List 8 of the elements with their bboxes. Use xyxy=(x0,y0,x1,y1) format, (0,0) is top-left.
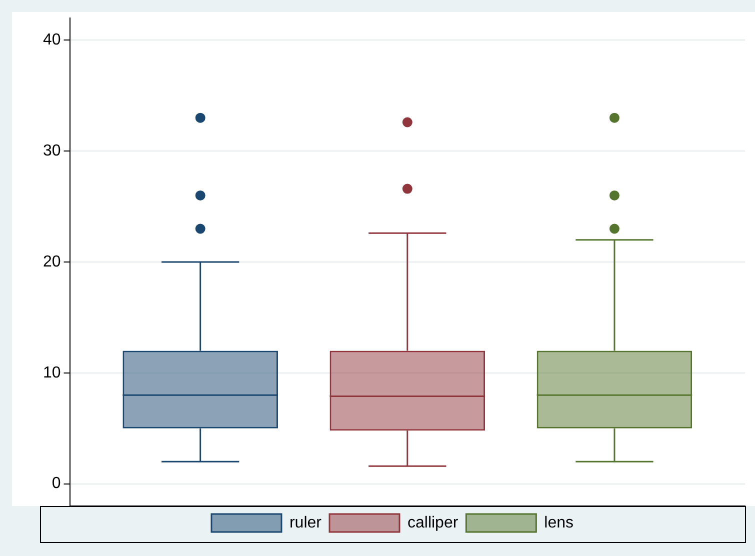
legend-label: lens xyxy=(544,514,574,532)
y-tick-label: 40 xyxy=(43,32,61,49)
y-tick-label: 0 xyxy=(52,475,61,492)
y-tick-label: 30 xyxy=(43,142,61,160)
legend-label: ruler xyxy=(289,514,322,532)
y-tick-label: 10 xyxy=(43,364,61,382)
y-tick-label: 20 xyxy=(43,253,61,270)
legend-label: calliper xyxy=(407,514,459,532)
